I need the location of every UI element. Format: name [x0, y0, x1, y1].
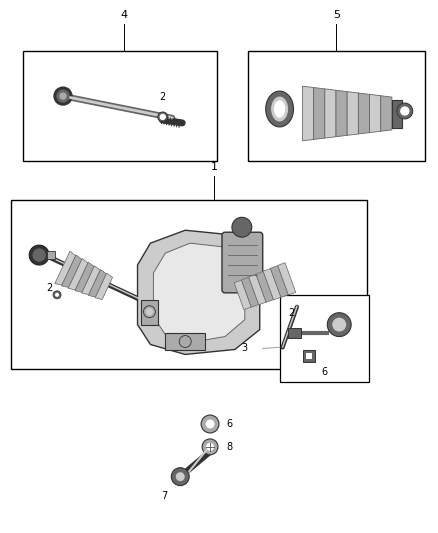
- Bar: [23, 51, 217, 160]
- Polygon shape: [234, 280, 251, 310]
- Polygon shape: [347, 92, 358, 135]
- Polygon shape: [55, 251, 76, 285]
- Circle shape: [57, 90, 69, 102]
- Text: 1: 1: [211, 161, 218, 172]
- Bar: [288, 328, 301, 337]
- Bar: [11, 200, 367, 369]
- Polygon shape: [138, 230, 260, 354]
- Polygon shape: [241, 277, 259, 307]
- Polygon shape: [278, 263, 296, 295]
- Bar: [248, 51, 425, 160]
- Circle shape: [160, 115, 165, 119]
- Bar: [165, 333, 205, 351]
- Ellipse shape: [275, 101, 285, 117]
- Bar: [307, 353, 312, 359]
- Circle shape: [55, 293, 59, 297]
- Text: 6: 6: [226, 419, 232, 429]
- Polygon shape: [358, 93, 370, 134]
- Text: 2: 2: [159, 92, 166, 102]
- Text: 5: 5: [333, 10, 340, 20]
- Polygon shape: [153, 243, 245, 343]
- Text: 4: 4: [120, 10, 127, 20]
- Circle shape: [202, 439, 218, 455]
- FancyBboxPatch shape: [222, 232, 263, 293]
- Circle shape: [144, 306, 155, 318]
- Polygon shape: [270, 265, 288, 297]
- Polygon shape: [381, 96, 392, 131]
- Polygon shape: [303, 86, 314, 141]
- Circle shape: [176, 472, 185, 481]
- Polygon shape: [314, 87, 325, 140]
- Text: 8: 8: [226, 442, 232, 452]
- Polygon shape: [82, 266, 100, 295]
- Polygon shape: [256, 271, 273, 302]
- Bar: [47, 251, 55, 259]
- Text: 6: 6: [321, 367, 327, 377]
- Polygon shape: [75, 262, 94, 292]
- Circle shape: [327, 313, 351, 336]
- Circle shape: [401, 107, 409, 115]
- Circle shape: [397, 103, 413, 119]
- Circle shape: [60, 93, 66, 99]
- Circle shape: [206, 443, 214, 451]
- Bar: [279, 295, 369, 382]
- Text: 3: 3: [242, 343, 248, 353]
- Circle shape: [179, 336, 191, 348]
- Circle shape: [158, 112, 168, 122]
- Circle shape: [54, 87, 72, 105]
- Polygon shape: [88, 270, 106, 297]
- Bar: [304, 351, 315, 362]
- Polygon shape: [68, 259, 88, 290]
- Circle shape: [232, 217, 252, 237]
- Polygon shape: [249, 274, 266, 305]
- Polygon shape: [61, 255, 82, 287]
- Polygon shape: [263, 269, 281, 300]
- Bar: [392, 100, 402, 128]
- Polygon shape: [325, 89, 336, 138]
- Polygon shape: [95, 273, 113, 300]
- Circle shape: [201, 415, 219, 433]
- Bar: [141, 300, 159, 325]
- Ellipse shape: [271, 96, 289, 122]
- Circle shape: [29, 245, 49, 265]
- Ellipse shape: [266, 91, 293, 127]
- Text: 2: 2: [46, 283, 52, 293]
- Circle shape: [205, 419, 215, 429]
- Circle shape: [171, 468, 189, 486]
- Text: 7: 7: [161, 490, 167, 500]
- Text: 2: 2: [288, 308, 295, 318]
- Polygon shape: [336, 90, 347, 136]
- Circle shape: [33, 249, 45, 261]
- Polygon shape: [370, 94, 381, 133]
- Circle shape: [146, 309, 152, 314]
- Circle shape: [332, 318, 346, 332]
- Circle shape: [53, 291, 61, 299]
